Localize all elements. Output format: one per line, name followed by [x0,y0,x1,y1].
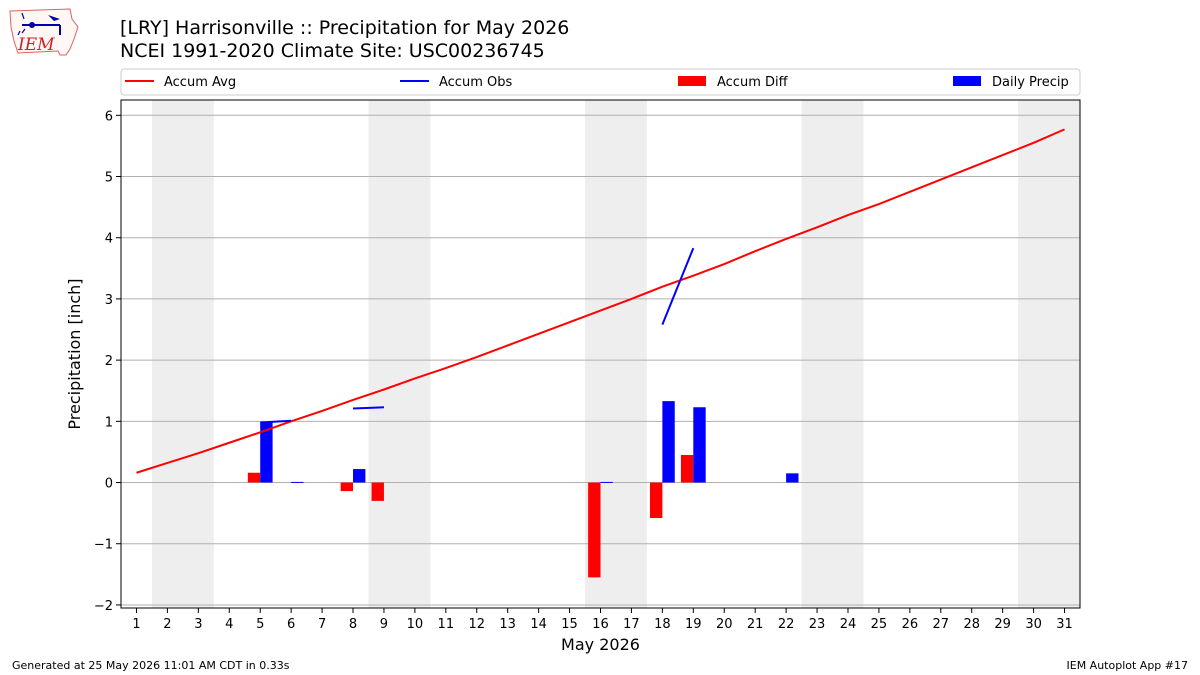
accum-obs-line [260,419,292,424]
daily-precip-bar [353,469,366,483]
accum-avg-legend-label: Accum Avg [164,75,236,90]
x-tick-label: 26 [902,617,919,632]
x-tick-label: 1 [132,617,140,632]
x-tick-label: 5 [256,617,264,632]
accum-diff-bar [340,482,354,492]
x-tick-label: 17 [623,617,640,632]
accum-diff-legend-label: Accum Diff [717,75,789,90]
daily-precip-bar [693,407,706,483]
x-tick-label: 12 [468,617,485,632]
svg-text:IEM: IEM [17,35,55,55]
y-tick-label: 2 [105,354,113,369]
x-tick-label: 10 [407,617,424,632]
legend-box [120,68,1081,96]
daily-precip-bar [600,481,613,483]
accum-diff-legend-swatch [678,76,706,86]
accum-diff-bar [247,472,261,483]
iem-logo: IEM [8,5,80,59]
x-tick-label: 27 [933,617,950,632]
generated-timestamp: Generated at 25 May 2026 11:01 AM CDT in… [12,659,290,672]
x-tick-label: 30 [1025,617,1042,632]
y-tick-label: 4 [105,232,113,247]
x-tick-label: 24 [840,617,857,632]
y-tick-label: −2 [94,599,113,614]
x-tick-label: 2 [163,617,171,632]
accum-diff-bar [680,454,694,483]
weekend-span [1018,100,1080,608]
accum-diff-bar [371,482,384,501]
daily-precip-legend-label: Daily Precip [992,75,1069,90]
x-tick-label: 23 [809,617,826,632]
x-tick-label: 29 [994,617,1011,632]
x-tick-label: 18 [654,617,671,632]
y-tick-label: −1 [94,538,113,553]
x-tick-label: 4 [225,617,233,632]
x-tick-label: 28 [963,617,980,632]
x-tick-label: 31 [1056,617,1073,632]
x-tick-label: 15 [561,617,578,632]
y-tick-label: 3 [105,293,113,308]
weekend-span [801,100,864,608]
chart-subtitle: NCEI 1991-2020 Climate Site: USC00236745 [120,40,545,62]
daily-precip-bar [260,422,273,483]
app-label: IEM Autoplot App #17 [1066,659,1189,672]
x-tick-label: 6 [287,617,295,632]
daily-precip-bar [291,481,304,483]
y-tick-label: 5 [105,171,113,186]
x-tick-label: 16 [592,617,609,632]
accum-obs-line [352,406,384,410]
chart-title: [LRY] Harrisonville :: Precipitation for… [120,17,570,39]
daily-precip-bar [786,473,799,483]
x-tick-label: 9 [380,617,388,632]
y-axis-label: Precipitation [inch] [65,278,84,429]
accum-diff-bar [588,482,601,578]
y-tick-label: 0 [105,477,113,492]
x-tick-label: 3 [194,617,202,632]
x-tick-label: 11 [438,617,455,632]
y-tick-label: 1 [105,415,113,430]
daily-precip-legend-swatch [953,76,981,86]
y-tick-label: 6 [105,109,113,124]
x-tick-label: 21 [747,617,764,632]
weekend-span [368,100,431,608]
weekend-span [151,100,214,608]
x-tick-label: 25 [871,617,888,632]
accum-obs-line [661,247,695,325]
accum-diff-bar [649,482,663,519]
x-tick-label: 13 [499,617,516,632]
x-tick-label: 20 [716,617,733,632]
x-tick-label: 8 [349,617,357,632]
x-tick-label: 19 [685,617,702,632]
x-tick-label: 14 [530,617,547,632]
x-tick-label: 22 [778,617,795,632]
x-tick-label: 7 [318,617,326,632]
accum-obs-legend-label: Accum Obs [439,75,512,90]
daily-precip-bar [662,401,675,483]
x-axis-label: May 2026 [561,635,640,654]
